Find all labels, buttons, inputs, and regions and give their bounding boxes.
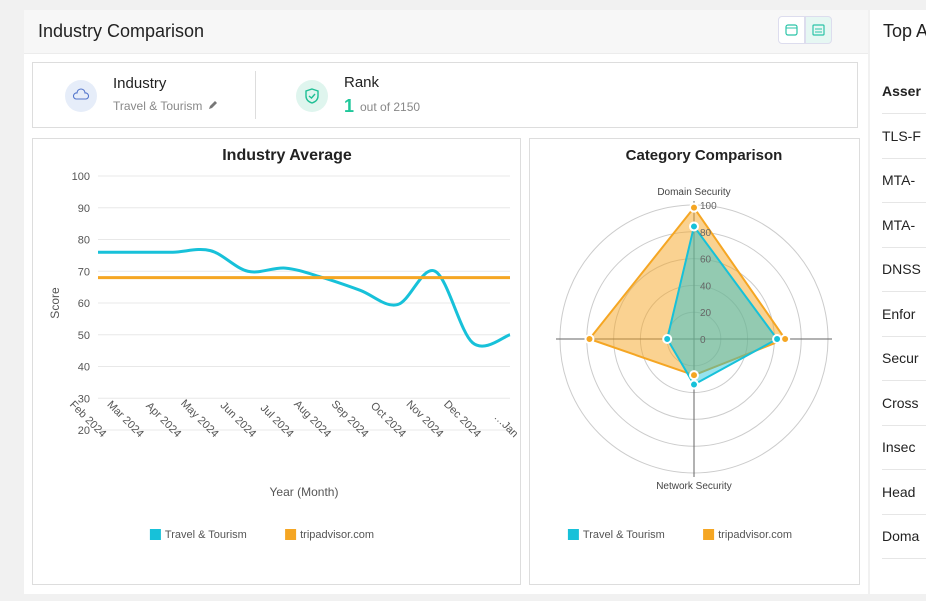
radar-point <box>780 334 791 344</box>
x-tick-label: Jul 2024 <box>258 402 296 440</box>
radar-point <box>689 370 699 381</box>
legend-label: Travel & Tourism <box>165 529 247 541</box>
x-tick-label: May 2024 <box>178 397 221 440</box>
y-tick-label: 70 <box>78 266 90 278</box>
x-tick-label: Dec 2024 <box>441 398 483 440</box>
radar-chart-card: Category Comparison Domain Security Networ… <box>529 138 860 585</box>
legend-swatch <box>285 529 297 540</box>
x-tick-label: Oct 2024 <box>368 400 408 440</box>
table-view-button[interactable] <box>805 16 832 44</box>
list-row[interactable]: TLS-F <box>882 114 926 159</box>
icon <box>305 88 319 104</box>
y-tick-label: 60 <box>78 298 90 310</box>
list-row[interactable]: Insec <box>882 425 926 470</box>
axis-category-label: Network Security <box>656 481 732 492</box>
y-tick-label: 40 <box>78 362 90 374</box>
line-series <box>98 247 511 348</box>
edit-icon[interactable] <box>207 99 219 111</box>
y-tick-label: 20 <box>78 425 90 437</box>
r-tick-label: 20 <box>700 308 712 319</box>
list-row[interactable]: Head <box>882 470 926 515</box>
x-tick-label: Jan… <box>492 411 520 440</box>
x-tick-label: Jun 2024 <box>218 400 258 440</box>
x-tick-label: Sep 2024 <box>329 398 371 440</box>
radar-point <box>584 334 595 344</box>
x-tick-label: Aug 2024 <box>291 398 333 440</box>
divider <box>255 71 256 119</box>
y-axis-label: Score <box>48 287 62 319</box>
y-tick-label: 100 <box>72 171 90 183</box>
y-tick-label: 50 <box>78 330 90 342</box>
radar-point <box>662 334 673 344</box>
list-row[interactable]: Doma <box>882 514 926 559</box>
r-tick-label: 80 <box>700 228 712 239</box>
r-tick-label: 60 <box>700 255 712 266</box>
radar-point <box>689 202 699 213</box>
legend-label: Travel & Tourism <box>583 529 665 541</box>
list-row[interactable]: DNSS <box>882 247 926 292</box>
chart-title: Category Comparison <box>626 147 783 164</box>
x-tick-label: Apr 2024 <box>143 400 183 440</box>
legend-swatch <box>149 529 161 540</box>
rank-suffix: out of 2150 <box>360 100 421 114</box>
icon <box>72 88 90 100</box>
y-tick-label: 80 <box>78 235 90 247</box>
radar-point <box>689 221 699 232</box>
list-row[interactable]: Cross <box>882 381 926 426</box>
legend-label: tripadvisor.com <box>718 529 792 541</box>
icon <box>785 24 798 36</box>
panel-header <box>24 10 868 54</box>
industry-value: Travel & Tourism <box>113 99 203 113</box>
x-tick-label: Nov 2024 <box>404 398 446 440</box>
chart-title: Industry Average <box>222 147 352 164</box>
panel-title: Industry Comparison <box>38 21 205 41</box>
calendar-view-button[interactable] <box>778 16 805 44</box>
radar-point <box>772 334 783 344</box>
r-tick-label: 0 <box>700 335 706 346</box>
rank-value: 1 <box>344 96 355 116</box>
rank-label: Rank <box>344 74 380 91</box>
list-header: Asser <box>882 69 926 114</box>
x-tick-label: Mar 2024 <box>104 399 145 440</box>
r-tick-label: 100 <box>700 201 717 212</box>
axis-category-label: Domain Security <box>657 187 730 198</box>
legend-swatch <box>703 529 715 540</box>
icon <box>812 24 825 36</box>
industry-icon <box>65 80 97 112</box>
side-title: Top A <box>883 21 926 41</box>
x-axis-label: Year (Month) <box>270 485 339 499</box>
industry-label: Industry <box>113 75 167 92</box>
list-row[interactable]: Secur <box>882 336 926 381</box>
list-row[interactable]: MTA- <box>882 158 926 203</box>
y-tick-label: 90 <box>78 203 90 215</box>
list-row[interactable]: Enfor <box>882 292 926 337</box>
radar-point <box>689 379 699 390</box>
list-row[interactable]: MTA- <box>882 203 926 248</box>
side-panel: Top A Asser TLS-F MTA- MTA- DNSS Enfor Secur Cr… <box>870 10 926 594</box>
r-tick-label: 40 <box>700 281 712 292</box>
line-chart-card: Industry Average 20 30 40 50 60 70 80 90 100 Feb 2… <box>32 138 521 585</box>
y-tick-label: 30 <box>78 393 90 405</box>
legend-label: tripadvisor.com <box>300 529 374 541</box>
info-card: Industry Travel & Tourism Rank 1 out of … <box>32 62 858 128</box>
rank-icon <box>296 80 328 112</box>
radar-chart: Category Comparison Domain Security Networ… <box>556 147 832 541</box>
legend-swatch <box>567 529 579 540</box>
